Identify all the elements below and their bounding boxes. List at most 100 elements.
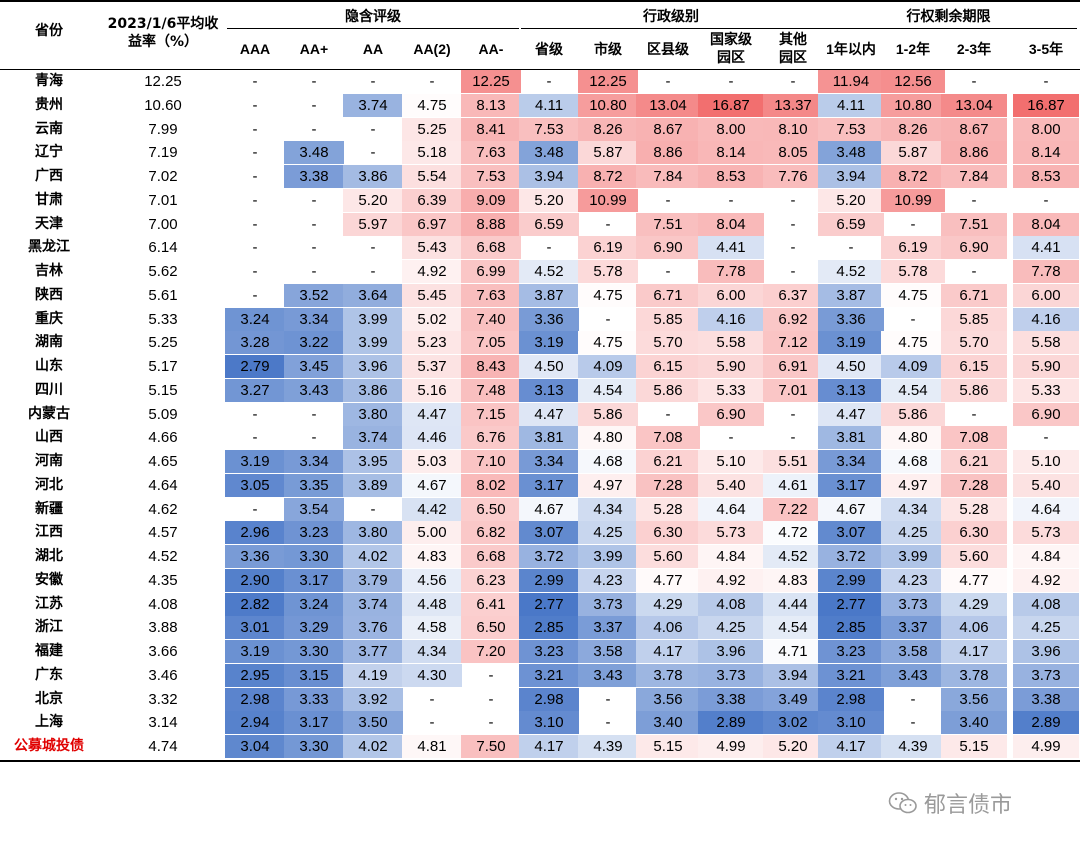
value-cell: 3.36	[519, 307, 579, 331]
column-header: AA(2)	[413, 41, 451, 57]
value-cell: 3.95	[343, 450, 403, 473]
value-cell: 8.13	[461, 93, 521, 117]
value-cell: 2.99	[818, 568, 884, 592]
value-cell: 5.87	[881, 141, 945, 165]
value-cell: 5.00	[402, 521, 462, 545]
table-row: 青海 12.25 - - - - 12.25 - 12.25 - - - 11.94 12.56 - -	[0, 70, 1080, 93]
value-cell: 3.74	[343, 592, 403, 616]
value-cell: -	[1043, 73, 1049, 90]
value-cell: 4.02	[343, 735, 403, 758]
value-cell: 4.34	[578, 497, 638, 521]
value-cell: 3.92	[343, 687, 403, 711]
table-row: 山西 4.66- -3.74 4.46 6.76 3.81 4.80 7.08- -3.81 4.…	[0, 426, 1080, 450]
value-cell: 3.48	[519, 141, 579, 165]
value-cell: 3.77	[343, 640, 403, 663]
value-cell: 4.64	[698, 497, 764, 521]
value-cell: 5.28	[636, 497, 700, 521]
value-cell: 6.90	[636, 236, 700, 260]
value-cell: 10.80	[881, 93, 945, 117]
value-cell: 6.37	[763, 283, 823, 307]
value-cell: 8.72	[881, 165, 945, 188]
value-cell: -	[910, 690, 916, 708]
avg-yield-cell: 7.19	[148, 144, 178, 162]
value-cell: 3.04	[225, 735, 285, 758]
value-cell: -	[790, 263, 796, 280]
value-cell: 3.86	[343, 378, 403, 402]
avg-yield-cell: 4.62	[148, 500, 178, 518]
column-header: AAA	[239, 41, 271, 57]
wechat-icon	[888, 792, 917, 814]
value-cell: 5.78	[881, 260, 945, 283]
value-cell: 2.90	[225, 568, 285, 592]
value-cell: 4.44	[763, 592, 823, 616]
value-cell: 6.23	[461, 568, 521, 592]
value-cell: 6.76	[461, 426, 521, 450]
avg-yield-cell: 5.09	[148, 405, 178, 423]
value-cell: -	[252, 96, 258, 114]
value-cell: -	[311, 73, 317, 90]
value-cell: -	[546, 73, 552, 90]
value-cell: -	[311, 96, 317, 114]
column-header-line: 园区	[779, 50, 807, 66]
value-cell: 5.40	[698, 473, 764, 497]
value-cell: 2.95	[225, 663, 285, 687]
header-province: 省份	[35, 23, 63, 39]
group-header: 行权剩余期限	[906, 9, 991, 25]
value-cell: 6.39	[402, 188, 462, 212]
value-cell: 6.21	[636, 450, 700, 473]
value-cell: 4.39	[881, 735, 945, 758]
province-name: 辽宁	[35, 144, 63, 161]
table-row: 湖北 4.52 3.36 3.30 4.02 4.83 6.68 3.72 3.99 5.60 4.…	[0, 545, 1080, 568]
avg-yield-cell: 3.46	[148, 666, 178, 684]
avg-yield-cell: 6.14	[148, 239, 178, 257]
avg-yield-cell: 7.00	[148, 215, 178, 233]
value-cell: -	[252, 239, 258, 257]
value-cell: 6.59	[818, 212, 884, 236]
avg-yield-cell: 3.32	[148, 690, 178, 708]
value-cell: 6.59	[519, 212, 579, 236]
avg-yield-cell: 7.01	[148, 191, 178, 209]
value-cell: 3.50	[343, 711, 403, 735]
value-cell: 5.33	[698, 378, 764, 402]
value-cell: 4.42	[402, 497, 462, 521]
value-cell: 3.34	[284, 307, 344, 331]
value-cell: 3.80	[343, 402, 403, 426]
value-cell: -	[790, 191, 796, 209]
value-cell: 4.84	[1013, 545, 1079, 568]
value-cell: 3.40	[636, 711, 700, 735]
value-cell: 4.54	[763, 616, 823, 640]
value-cell: 3.10	[519, 711, 579, 735]
value-cell: 4.68	[881, 450, 945, 473]
table-row: 北京 3.32 2.98 3.33 3.92- -2.98-3.56 3.38 3.49 2.9…	[0, 687, 1080, 711]
value-cell: 5.73	[1013, 521, 1079, 545]
value-cell: 3.02	[763, 711, 823, 735]
value-cell: 10.80	[578, 93, 638, 117]
province-name: 吉林	[35, 263, 63, 279]
value-cell: 3.73	[881, 592, 945, 616]
value-cell: 4.11	[818, 93, 884, 117]
value-cell: 5.20	[519, 188, 579, 212]
province-name: 浙江	[35, 619, 63, 636]
column-header: 3-5年	[1028, 41, 1064, 57]
group-header: 隐含评级	[345, 9, 401, 25]
value-cell: 5.33	[1013, 378, 1079, 402]
avg-yield-cell: 4.64	[148, 476, 178, 494]
value-cell: 8.67	[941, 117, 1007, 141]
value-cell: 3.48	[818, 141, 884, 165]
value-cell: 3.33	[284, 687, 344, 711]
value-cell: 4.77	[941, 568, 1007, 592]
value-cell: 3.94	[763, 663, 823, 687]
avg-yield-cell: 4.35	[148, 571, 178, 589]
value-cell: 5.86	[636, 378, 700, 402]
value-cell: 6.82	[461, 521, 521, 545]
value-cell: 6.68	[461, 236, 521, 260]
province-name: 公募城投债	[14, 738, 84, 754]
province-name: 北京	[35, 690, 63, 707]
value-cell: 3.30	[284, 640, 344, 663]
column-header: AA+	[299, 41, 329, 57]
value-cell: 4.84	[698, 545, 764, 568]
value-cell: 4.41	[698, 236, 764, 260]
province-name: 山东	[35, 358, 63, 374]
value-cell: 4.64	[1013, 497, 1079, 521]
value-cell: -	[728, 73, 734, 90]
